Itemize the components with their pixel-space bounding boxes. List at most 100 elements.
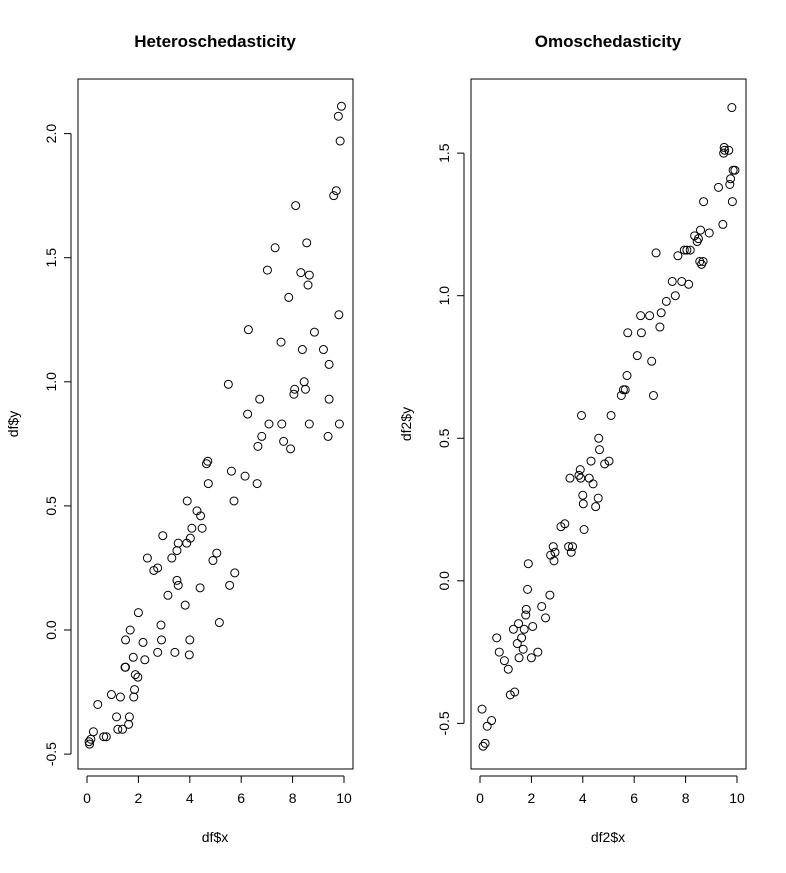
data-point: [88, 727, 98, 737]
data-point: [560, 519, 570, 529]
data-point: [656, 308, 666, 318]
data-point: [620, 385, 630, 395]
data-point: [724, 145, 734, 155]
data-point: [568, 542, 578, 552]
data-point: [291, 201, 301, 211]
data-point: [85, 739, 95, 749]
data-point: [304, 419, 314, 429]
x-tick-label: 0: [83, 790, 91, 806]
data-point: [514, 619, 524, 629]
data-point: [727, 103, 737, 113]
y-axis-label: df$y: [5, 411, 21, 437]
x-tick-label: 4: [579, 790, 587, 806]
data-point: [130, 670, 140, 680]
data-point: [699, 197, 709, 207]
data-point: [318, 345, 328, 355]
data-point: [728, 165, 738, 175]
data-point: [548, 542, 558, 552]
data-point: [289, 389, 299, 399]
data-point: [480, 738, 490, 748]
data-point: [726, 174, 736, 184]
data-point: [333, 111, 343, 121]
data-point: [636, 311, 646, 321]
y-tick-label: 0.5: [436, 428, 452, 448]
x-tick-label: 2: [527, 790, 535, 806]
data-point: [593, 493, 603, 503]
data-point: [576, 473, 586, 483]
data-point: [632, 351, 642, 361]
data-point: [622, 371, 632, 381]
data-point: [651, 248, 661, 258]
data-point: [647, 356, 657, 366]
data-point: [696, 225, 706, 235]
data-point: [704, 228, 714, 238]
x-tick-label: 4: [186, 790, 194, 806]
y-tick-label: 1.5: [43, 248, 59, 268]
data-point: [286, 444, 296, 454]
data-point: [184, 650, 194, 660]
data-point: [331, 186, 341, 196]
y-tick-label: 2.0: [43, 124, 59, 144]
data-point: [302, 238, 312, 248]
data-point: [284, 292, 294, 302]
data-point: [645, 311, 655, 321]
data-point: [101, 732, 111, 742]
data-point: [478, 741, 488, 751]
data-point: [727, 197, 737, 207]
data-point: [714, 182, 723, 192]
x-axis-label: df$x: [202, 829, 228, 845]
panel-heteroschedasticity: Heteroschedasticity 0 2 4 6 8 10 -0.5 0.0 0.5 1.…: [5, 32, 354, 845]
data-point: [230, 568, 240, 578]
data-point: [163, 590, 173, 600]
y-tick-label: -0.5: [43, 742, 59, 766]
data-point: [549, 556, 559, 566]
data-point: [682, 245, 692, 255]
data-point: [719, 142, 729, 152]
data-point: [591, 502, 601, 512]
data-point: [579, 524, 589, 534]
data-point: [243, 409, 253, 419]
data-point: [655, 322, 665, 332]
data-point: [512, 639, 522, 649]
data-point: [196, 511, 206, 521]
data-point: [142, 553, 152, 563]
data-point: [685, 245, 695, 255]
data-point: [173, 580, 183, 590]
data-point: [225, 580, 235, 590]
data-point: [323, 431, 333, 441]
data-point: [172, 575, 182, 585]
data-point: [533, 647, 543, 657]
data-point: [290, 384, 300, 394]
data-point: [336, 101, 346, 111]
data-point: [477, 704, 487, 714]
y-axis-label: df2$y: [398, 407, 414, 441]
data-point: [99, 732, 109, 742]
x-axis: 0 2 4 6 8 10: [83, 775, 352, 806]
data-point: [523, 559, 533, 569]
data-point: [667, 276, 677, 286]
data-point: [140, 655, 150, 665]
data-point: [130, 685, 140, 695]
data-point: [182, 496, 192, 506]
data-point: [106, 690, 116, 700]
data-point: [223, 379, 233, 389]
data-points: [84, 101, 346, 749]
y-tick-label: -0.5: [436, 711, 452, 735]
data-point: [523, 584, 533, 594]
data-point: [264, 419, 274, 429]
data-point: [270, 243, 280, 253]
data-point: [487, 716, 497, 726]
x-axis-label: df2$x: [591, 829, 625, 845]
data-point: [661, 296, 671, 306]
data-point: [508, 624, 518, 634]
y-tick-label: 1.0: [43, 372, 59, 392]
data-points: [477, 103, 740, 751]
data-point: [158, 531, 168, 541]
data-point: [133, 608, 143, 618]
data-point: [124, 719, 134, 729]
data-point: [526, 653, 536, 663]
data-point: [197, 523, 207, 533]
data-point: [202, 459, 212, 469]
data-point: [521, 610, 531, 620]
